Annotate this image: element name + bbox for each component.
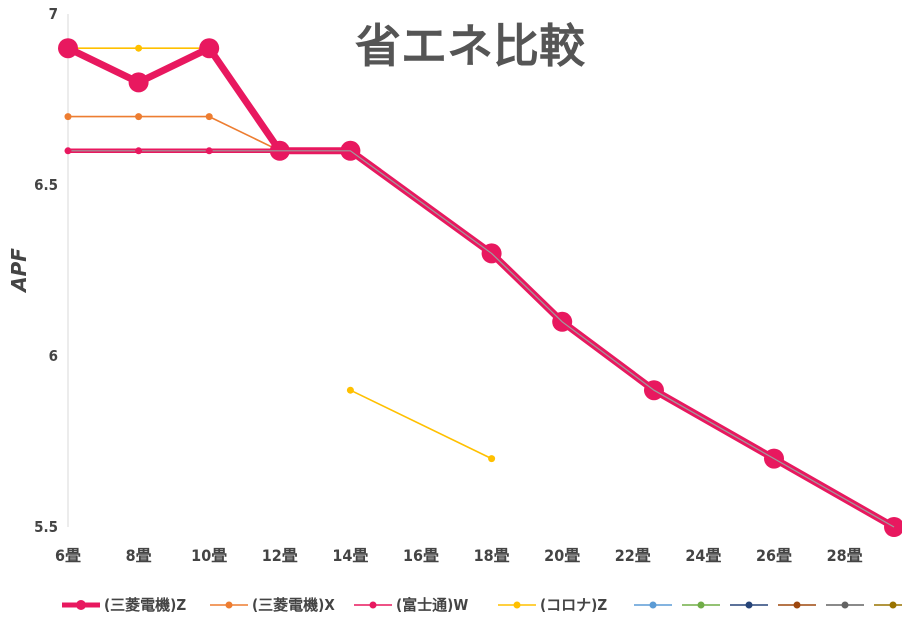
legend-label: (三菱電機)Z [104, 596, 186, 614]
x-tick-label: 24畳 [685, 546, 721, 565]
legend-item [634, 601, 672, 609]
y-tick-label: 5.5 [34, 518, 58, 536]
legend-marker [649, 601, 657, 609]
x-tick-label: 8畳 [126, 546, 152, 565]
legend-marker [697, 601, 705, 609]
x-tick-label: 12畳 [262, 546, 298, 565]
data-point [205, 147, 213, 155]
legend-label: (富士通)W [396, 596, 468, 614]
x-tick-label: 26畳 [756, 546, 792, 565]
legend-label: (三菱電機)X [252, 596, 335, 614]
x-tick-label: 20畳 [544, 546, 580, 565]
data-point [58, 38, 78, 59]
legend-item [778, 601, 816, 609]
legend-item [874, 601, 902, 609]
y-tick-label: 7 [49, 5, 58, 23]
series-lines [58, 38, 902, 537]
legend-marker [841, 601, 849, 609]
y-tick-labels: 7 6.5 6 5.5 [34, 5, 58, 536]
legend-marker [76, 600, 86, 610]
data-point [135, 44, 143, 52]
legend-item [826, 601, 864, 609]
legend-item [682, 601, 720, 609]
legend-item: (コロナ)Z [498, 596, 607, 614]
legend-item: (三菱電機)X [210, 596, 335, 614]
series-line [350, 389, 492, 460]
series-1 [58, 38, 902, 537]
x-tick-label: 22畳 [615, 546, 651, 565]
legend-label: (コロナ)Z [540, 596, 607, 614]
x-tick-labels: 6畳 8畳 10畳 12畳 14畳 16畳 18畳 20畳 22畳 24畳 26畳 28畳 [55, 546, 863, 565]
series-line [68, 115, 281, 152]
data-point [346, 386, 354, 394]
legend-marker [369, 601, 377, 609]
data-point [135, 113, 143, 121]
y-tick-label: 6 [49, 347, 58, 365]
x-tick-label: 18畳 [474, 546, 510, 565]
legend: (三菱電機)Z (三菱電機)X (富士通)W (コロナ)Z [62, 596, 902, 614]
data-point [135, 147, 143, 155]
x-tick-label: 10畳 [191, 546, 227, 565]
series-3 [64, 147, 896, 529]
x-tick-label: 6畳 [55, 546, 81, 565]
x-tick-label: 28畳 [827, 546, 863, 565]
series-4 [64, 44, 496, 463]
legend-marker [793, 601, 801, 609]
series-line [68, 150, 895, 528]
legend-marker [225, 601, 233, 609]
series-2 [64, 113, 284, 155]
legend-item [730, 601, 768, 609]
y-tick-label: 6.5 [34, 176, 58, 194]
legend-item: (三菱電機)Z [62, 596, 186, 614]
series-line-outline [68, 148, 896, 529]
chart-title: 省エネ比較 [355, 19, 586, 73]
x-tick-label: 16畳 [403, 546, 439, 565]
x-tick-label: 14畳 [332, 546, 368, 565]
legend-marker [745, 601, 753, 609]
legend-marker [889, 601, 897, 609]
data-point [64, 113, 72, 121]
legend-item: (富士通)W [354, 596, 468, 614]
y-axis-label: APF [7, 248, 31, 294]
data-point [488, 455, 496, 463]
data-point [128, 72, 149, 93]
data-point [199, 38, 220, 59]
legend-marker [513, 601, 521, 609]
data-point [205, 113, 213, 121]
data-point [64, 147, 72, 155]
